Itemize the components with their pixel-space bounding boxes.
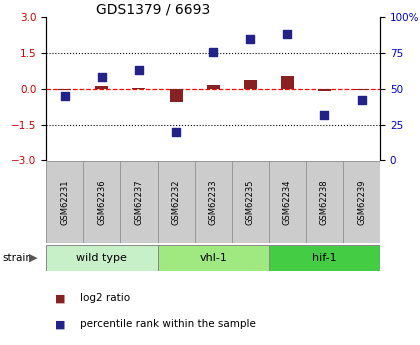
Bar xyxy=(343,161,380,243)
Text: ■: ■ xyxy=(55,319,65,329)
Point xyxy=(61,93,68,99)
Text: GSM62236: GSM62236 xyxy=(97,179,106,225)
Text: percentile rank within the sample: percentile rank within the sample xyxy=(80,319,256,329)
Bar xyxy=(318,89,331,90)
Point xyxy=(173,129,179,135)
Text: GSM62239: GSM62239 xyxy=(357,179,366,225)
Text: ■: ■ xyxy=(55,294,65,303)
Bar xyxy=(170,89,183,102)
Point xyxy=(247,36,254,41)
Text: GSM62232: GSM62232 xyxy=(171,179,181,225)
Bar xyxy=(269,161,306,243)
Point xyxy=(358,98,365,103)
Point xyxy=(99,75,105,80)
Text: GSM62231: GSM62231 xyxy=(60,179,69,225)
Point xyxy=(284,32,291,37)
Bar xyxy=(121,161,158,243)
Bar xyxy=(232,161,269,243)
Bar xyxy=(355,89,368,90)
Text: GSM62235: GSM62235 xyxy=(246,179,255,225)
Text: ▶: ▶ xyxy=(29,253,37,263)
Bar xyxy=(83,161,121,243)
Text: GSM62234: GSM62234 xyxy=(283,179,292,225)
Text: GDS1379 / 6693: GDS1379 / 6693 xyxy=(96,2,210,16)
Text: GSM62238: GSM62238 xyxy=(320,179,329,225)
Text: vhl-1: vhl-1 xyxy=(199,253,227,263)
Bar xyxy=(158,161,194,243)
Text: hif-1: hif-1 xyxy=(312,253,337,263)
Bar xyxy=(281,76,294,89)
Bar xyxy=(95,87,108,89)
Bar xyxy=(58,89,71,90)
Bar xyxy=(158,245,269,271)
Point xyxy=(136,68,142,73)
Point xyxy=(210,49,217,55)
Bar xyxy=(207,85,220,89)
Text: strain: strain xyxy=(2,253,32,263)
Bar xyxy=(46,161,83,243)
Bar xyxy=(306,161,343,243)
Bar xyxy=(269,245,380,271)
Bar xyxy=(244,80,257,89)
Text: log2 ratio: log2 ratio xyxy=(80,294,130,303)
Text: GSM62237: GSM62237 xyxy=(134,179,144,225)
Text: wild type: wild type xyxy=(76,253,127,263)
Point xyxy=(321,112,328,117)
Bar xyxy=(46,245,158,271)
Text: GSM62233: GSM62233 xyxy=(209,179,218,225)
Bar xyxy=(194,161,232,243)
Bar xyxy=(132,88,145,89)
